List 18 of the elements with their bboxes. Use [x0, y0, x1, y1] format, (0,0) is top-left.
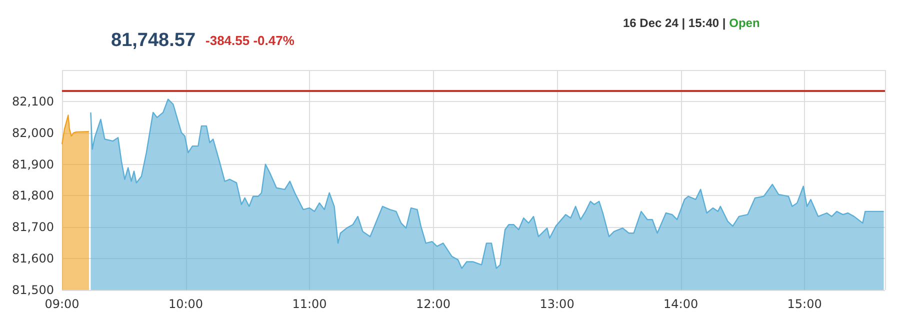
- y-tick-label: 81,900: [12, 157, 54, 172]
- x-tick-label: 13:00: [540, 297, 574, 311]
- x-tick-label: 14:00: [664, 297, 698, 311]
- y-tick-label: 81,500: [12, 283, 54, 297]
- x-tick-label: 11:00: [292, 297, 327, 311]
- x-tick-label: 10:00: [168, 297, 204, 311]
- text: 16 Dec 24 | 15:40 |: [623, 16, 730, 30]
- chart-subtitle: -384.55 -0.47%: [206, 33, 295, 48]
- x-tick-label: 12:00: [416, 297, 451, 311]
- y-tick-label: 81,600: [12, 252, 54, 266]
- chart-title: 81,748.57: [111, 30, 196, 51]
- y-tick-label: 82,000: [12, 126, 54, 140]
- y-tick-label: 81,800: [12, 188, 54, 203]
- text: Open: [729, 16, 760, 30]
- x-tick-label: 15:00: [787, 297, 822, 311]
- x-tick-label: 09:00: [44, 297, 80, 311]
- y-tick-label: 82,100: [12, 94, 54, 108]
- y-tick-label: 81,700: [12, 220, 54, 234]
